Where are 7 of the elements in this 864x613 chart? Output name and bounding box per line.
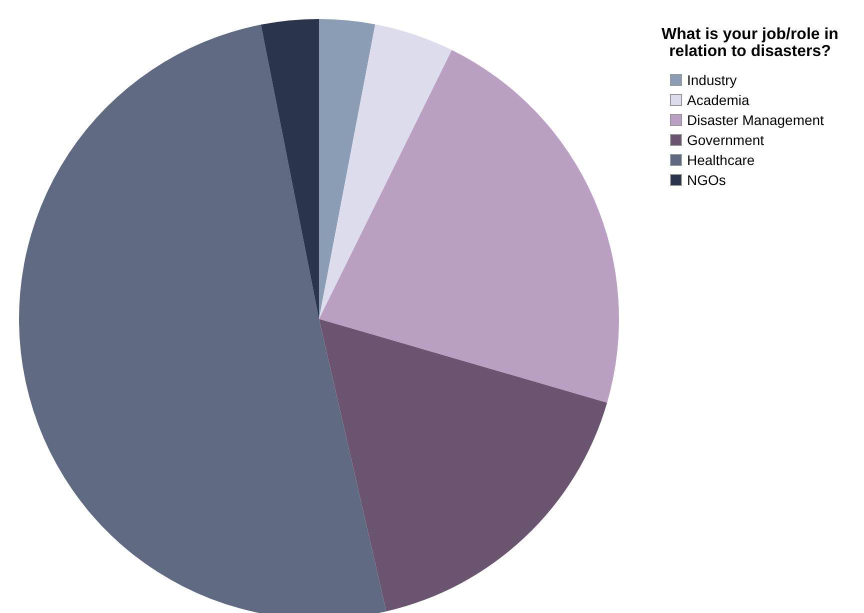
legend-label: Academia [687, 92, 750, 108]
legend-label: Government [687, 132, 764, 148]
legend-label: Disaster Management [687, 112, 824, 128]
legend-label: Industry [687, 72, 737, 88]
legend-label: NGOs [687, 172, 726, 188]
legend-title: What is your job/role in relation to disasters? [660, 26, 840, 60]
legend-label: Healthcare [687, 152, 755, 168]
